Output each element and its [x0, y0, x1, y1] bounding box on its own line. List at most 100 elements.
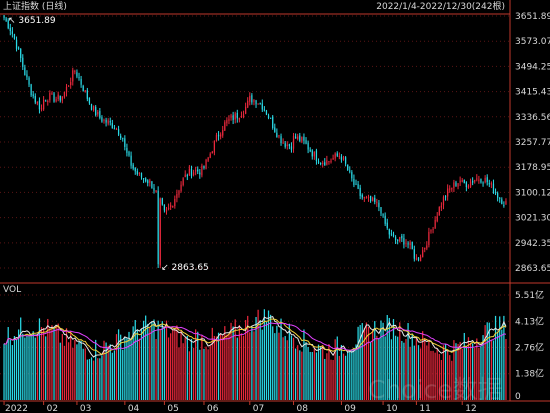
- volume-bar: [340, 344, 343, 400]
- candle-body: [128, 151, 130, 156]
- volume-bar: [184, 337, 186, 400]
- volume-bar: [5, 344, 7, 400]
- candle-body: [151, 181, 153, 189]
- candle-body: [432, 228, 434, 230]
- volume-bar: [178, 347, 180, 400]
- candle-body: [228, 118, 230, 121]
- candle-body: [297, 136, 299, 139]
- candle-body: [51, 93, 53, 95]
- candle-body: [211, 151, 213, 154]
- volume-bar: [117, 329, 120, 400]
- candle-body: [469, 181, 472, 187]
- volume-bar: [111, 352, 113, 400]
- volume-bar: [505, 338, 507, 400]
- volume-bar: [207, 349, 209, 400]
- month-label: 11: [419, 404, 430, 413]
- candle-body: [424, 247, 426, 250]
- candle-body: [124, 138, 126, 147]
- volume-bar: [192, 347, 195, 400]
- volume-bar: [86, 359, 88, 400]
- volume-ma-line: [3, 318, 507, 356]
- volume-bar: [394, 335, 397, 400]
- candle-body: [172, 206, 174, 208]
- volume-bar: [447, 351, 449, 400]
- candle-body: [299, 135, 301, 141]
- candle-body: [226, 120, 228, 124]
- volume-ma-line: [3, 315, 507, 358]
- candle-body: [55, 99, 57, 102]
- price-tick-label: 3415.43: [515, 88, 550, 98]
- volume-bar: [336, 336, 338, 400]
- volume-bar: [374, 321, 376, 400]
- volume-bar: [486, 322, 488, 400]
- candle-body: [74, 71, 76, 73]
- candle-body: [442, 196, 445, 206]
- candle-body: [311, 150, 313, 157]
- volume-bar: [492, 340, 495, 400]
- volume-bar: [288, 323, 290, 400]
- price-tick-label: 3336.56: [515, 113, 550, 123]
- month-label: 03: [80, 404, 91, 413]
- candle-body: [328, 161, 330, 163]
- candle-body: [40, 108, 43, 110]
- volume-bar: [28, 336, 30, 400]
- volume-bar: [309, 351, 311, 400]
- candle-body: [413, 249, 415, 259]
- candle-body: [15, 39, 18, 49]
- volume-bar: [353, 347, 355, 400]
- volume-bar: [474, 347, 476, 400]
- volume-bar: [65, 328, 68, 400]
- volume-bar: [101, 355, 103, 400]
- candle-body: [72, 70, 74, 82]
- volume-bar: [92, 360, 95, 400]
- candle-body: [159, 198, 161, 266]
- candle-body: [197, 169, 199, 172]
- candle-body: [161, 198, 163, 205]
- candle-body: [288, 144, 290, 146]
- candle-body: [245, 106, 247, 114]
- volume-bar: [170, 333, 172, 400]
- candle-body: [405, 242, 407, 244]
- candle-body: [9, 27, 11, 32]
- candle-body: [174, 198, 176, 207]
- candle-body: [272, 116, 274, 128]
- candle-body: [290, 146, 293, 150]
- volume-bar: [190, 338, 193, 400]
- candle-body: [457, 183, 459, 187]
- volume-bar: [251, 326, 253, 400]
- candle-body: [201, 165, 203, 176]
- volume-bar: [357, 326, 359, 400]
- candle-body: [338, 155, 340, 157]
- candle-body: [82, 85, 84, 92]
- candle-body: [482, 182, 484, 184]
- volume-bar: [145, 315, 147, 400]
- volume-bar: [134, 320, 136, 400]
- volume-bar: [484, 325, 486, 400]
- candle-body: [86, 90, 88, 99]
- watermark: Choice数据: [368, 375, 503, 404]
- volume-bar: [444, 344, 447, 400]
- volume-bar: [426, 345, 428, 400]
- candle-body: [65, 86, 68, 93]
- volume-bar: [70, 331, 72, 400]
- volume-bar: [274, 333, 276, 400]
- volume-bar: [397, 336, 399, 400]
- volume-bar: [90, 357, 93, 400]
- volume-bar: [378, 338, 380, 400]
- candle-body: [149, 180, 151, 183]
- volume-bar: [7, 327, 9, 400]
- volume-bar: [280, 318, 282, 400]
- volume-bar: [263, 309, 265, 400]
- volume-bar: [490, 339, 493, 400]
- volume-bar: [78, 341, 80, 400]
- volume-bar: [330, 359, 332, 400]
- candle-body: [47, 101, 49, 103]
- volume-bar: [380, 320, 382, 400]
- candle-body: [367, 197, 370, 199]
- candle-body: [292, 135, 295, 149]
- candle-body: [355, 183, 357, 185]
- volume-bar: [245, 320, 247, 400]
- volume-bar: [238, 324, 241, 400]
- volume-bar: [122, 349, 124, 400]
- candle-body: [145, 178, 147, 182]
